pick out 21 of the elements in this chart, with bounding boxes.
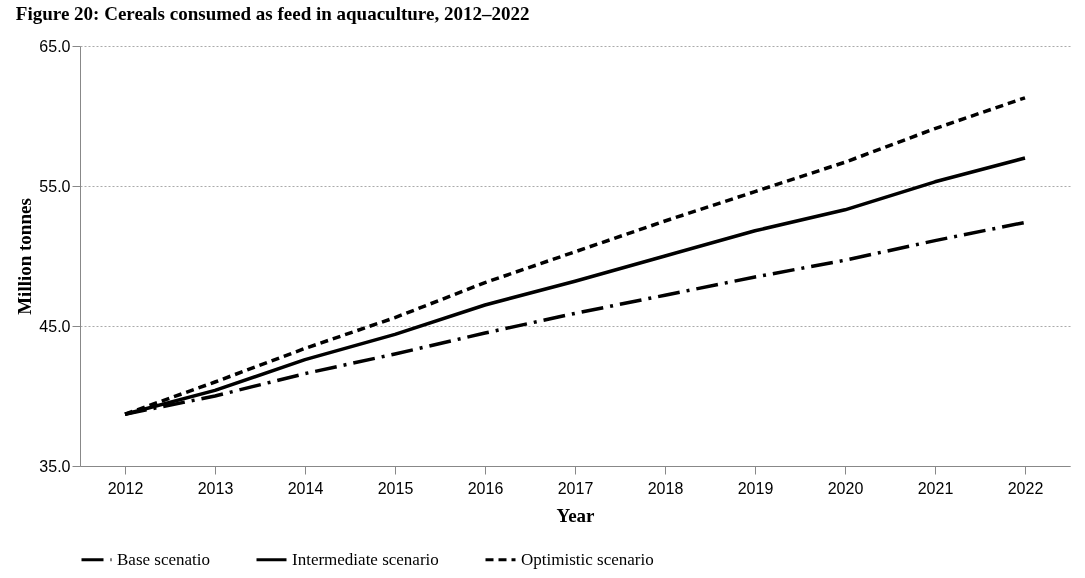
- chart-title: Figure 20: Cereals consumed as feed in aquaculture, 2012–2022: [15, 3, 530, 24]
- x-axis-title: Year: [556, 504, 596, 526]
- x-tick-label: 2017: [557, 479, 594, 497]
- x-tick-label: 2014: [287, 479, 324, 497]
- x-tick-label: 2022: [1007, 479, 1044, 497]
- x-tick-label: 2021: [917, 479, 954, 497]
- y-tick-label: 65.0: [39, 37, 71, 55]
- x-tick-label: 2016: [467, 479, 504, 497]
- y-axis-title: Million tonnes: [14, 198, 36, 315]
- x-tick-label: 2012: [107, 479, 144, 497]
- x-tick-label: 2013: [197, 479, 234, 497]
- x-tick-label: 2020: [827, 479, 864, 497]
- legend-label: Intermediate scenario: [292, 549, 439, 569]
- x-tick-label: 2019: [737, 479, 774, 497]
- x-tick-label: 2015: [377, 479, 414, 497]
- y-tick-label: 35.0: [39, 457, 71, 475]
- y-tick-label: 45.0: [39, 317, 71, 335]
- legend-label: Base scenatio: [117, 549, 210, 569]
- x-tick-label: 2018: [647, 479, 684, 497]
- legend-label: Optimistic scenario: [521, 549, 654, 569]
- y-tick-label: 55.0: [39, 177, 71, 195]
